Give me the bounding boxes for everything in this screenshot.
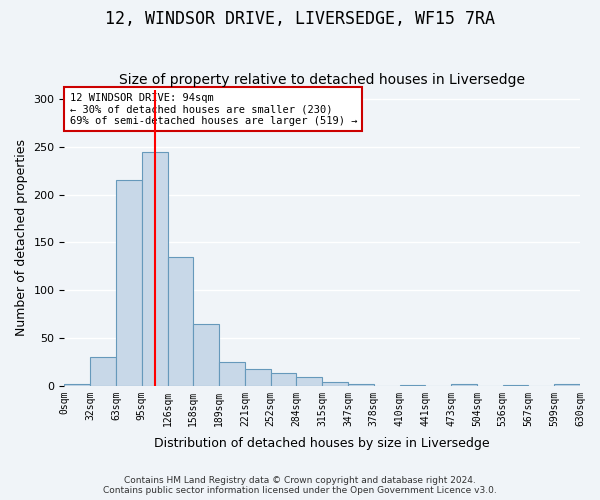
Bar [90, 357, 116, 386]
Bar [554, 384, 580, 386]
Bar [245, 368, 271, 386]
Bar [219, 362, 245, 386]
Bar [193, 324, 219, 386]
Bar [451, 384, 477, 386]
Bar [64, 384, 90, 386]
Bar [167, 257, 193, 386]
Bar [271, 374, 296, 386]
Bar [142, 152, 167, 386]
Title: Size of property relative to detached houses in Liversedge: Size of property relative to detached ho… [119, 73, 525, 87]
Bar [296, 377, 322, 386]
Bar [322, 382, 348, 386]
Bar [400, 385, 425, 386]
Text: 12, WINDSOR DRIVE, LIVERSEDGE, WF15 7RA: 12, WINDSOR DRIVE, LIVERSEDGE, WF15 7RA [105, 10, 495, 28]
Bar [116, 180, 142, 386]
Bar [348, 384, 374, 386]
Bar [503, 385, 529, 386]
Text: Contains HM Land Registry data © Crown copyright and database right 2024.
Contai: Contains HM Land Registry data © Crown c… [103, 476, 497, 495]
Text: 12 WINDSOR DRIVE: 94sqm
← 30% of detached houses are smaller (230)
69% of semi-d: 12 WINDSOR DRIVE: 94sqm ← 30% of detache… [70, 92, 357, 126]
Y-axis label: Number of detached properties: Number of detached properties [15, 139, 28, 336]
X-axis label: Distribution of detached houses by size in Liversedge: Distribution of detached houses by size … [154, 437, 490, 450]
